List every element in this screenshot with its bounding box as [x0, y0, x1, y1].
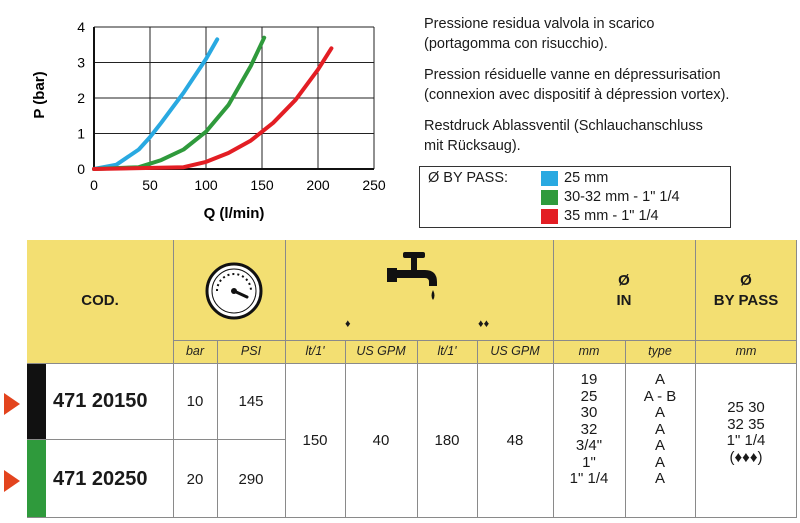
row-code-2: 471 20250 — [53, 468, 148, 490]
bypass-mm-list: 25 30 32 35 1" 1/4 (♦♦♦) — [726, 399, 766, 466]
legend-label-35mm: 35 mm - 1" 1/4 — [564, 208, 659, 224]
row-swatch-green — [27, 440, 46, 517]
chart-series — [92, 35, 334, 171]
in-type-list: A A - B A A A A A — [643, 371, 677, 487]
y-tick-label: 0 — [77, 161, 85, 177]
x-tick-label: 100 — [194, 177, 218, 193]
chart-ticks: 0 50 100 150 200 250 0 1 2 3 4 — [77, 19, 386, 193]
x-tick-label: 150 — [250, 177, 274, 193]
description-de-line2: mit Rücksaug). — [424, 138, 521, 154]
x-tick-label: 200 — [306, 177, 330, 193]
flow2-gpm: 48 — [506, 432, 524, 449]
y-tick-label: 2 — [77, 90, 85, 106]
flow2-lt: 180 — [434, 432, 460, 449]
diamond-one: ♦ — [345, 318, 351, 330]
x-axis-label: Q (l/min) — [204, 205, 265, 222]
header-in-symbol: Ø — [618, 272, 630, 289]
flow1-gpm: 40 — [372, 432, 390, 449]
x-tick-label: 50 — [142, 177, 158, 193]
row-arrow-1-icon — [4, 393, 20, 415]
row-bar-2: 20 — [186, 471, 204, 488]
row-psi-2: 290 — [238, 471, 264, 488]
description-de-line1: Restdruck Ablassventil (Schlauchanschlus… — [424, 118, 703, 134]
row-swatch-black — [27, 364, 46, 439]
x-tick-label: 250 — [362, 177, 386, 193]
header-bypass-label: BY PASS — [713, 292, 779, 309]
subheader-bar: bar — [185, 344, 205, 358]
subheader-lt2: lt/1' — [437, 344, 457, 358]
subheader-lt1: lt/1' — [305, 344, 325, 358]
subheader-type: type — [648, 344, 672, 358]
legend-swatch-30-32mm — [541, 190, 558, 205]
bypass-legend: Ø BY PASS: 25 mm 30-32 mm - 1" 1/4 35 mm… — [419, 166, 731, 228]
subheader-psi: PSI — [240, 344, 262, 358]
product-table: COD. ♦ ♦♦ Ø IN Ø BY PASS bar PSI lt/1' U… — [27, 240, 797, 518]
series-line-0 — [92, 37, 220, 171]
header-in-label: IN — [616, 292, 632, 309]
legend-swatch-35mm — [541, 209, 558, 224]
row-code-1: 471 20150 — [53, 390, 148, 412]
y-tick-label: 4 — [77, 19, 85, 35]
legend-swatch-25mm — [541, 171, 558, 186]
pressure-gauge-icon — [205, 262, 263, 320]
y-axis-label: P (bar) — [31, 71, 48, 118]
pressure-flow-chart: 0 50 100 150 200 250 0 1 2 3 4 P (bar) Q (l/min) — [31, 19, 386, 222]
series-line-2 — [92, 46, 334, 171]
legend-label-25mm: 25 mm — [564, 170, 609, 186]
water-tap-icon — [387, 252, 437, 300]
row-arrow-2-icon — [4, 470, 20, 492]
description-fr-line2: (connexion avec dispositif à dépression … — [424, 87, 730, 103]
legend-label-30-32mm: 30-32 mm - 1" 1/4 — [564, 189, 680, 205]
description-it-line2: (portagomma con risucchio). — [424, 36, 608, 52]
row-bar-1: 10 — [186, 393, 204, 410]
subheader-bypass-mm: mm — [735, 344, 757, 358]
description-fr-line1: Pression résiduelle vanne en dépressuris… — [424, 67, 721, 83]
y-tick-label: 3 — [77, 55, 85, 71]
subheader-usgpm2: US GPM — [490, 344, 540, 358]
description-it-line1: Pressione residua valvola in scarico — [424, 16, 655, 32]
diamond-two: ♦♦ — [478, 318, 490, 330]
subheader-usgpm1: US GPM — [356, 344, 406, 358]
header-cod: COD. — [81, 292, 119, 309]
subheader-mm: mm — [578, 344, 600, 358]
series-line-1 — [92, 35, 267, 171]
flow1-lt: 150 — [302, 432, 328, 449]
legend-title: Ø BY PASS: — [428, 170, 509, 186]
row-psi-1: 145 — [238, 393, 264, 410]
x-tick-label: 0 — [90, 177, 98, 193]
y-tick-label: 1 — [77, 126, 85, 142]
in-mm-list: 19 25 30 32 3/4" 1" 1" 1/4 — [569, 371, 609, 487]
header-bypass-symbol: Ø — [740, 272, 752, 289]
